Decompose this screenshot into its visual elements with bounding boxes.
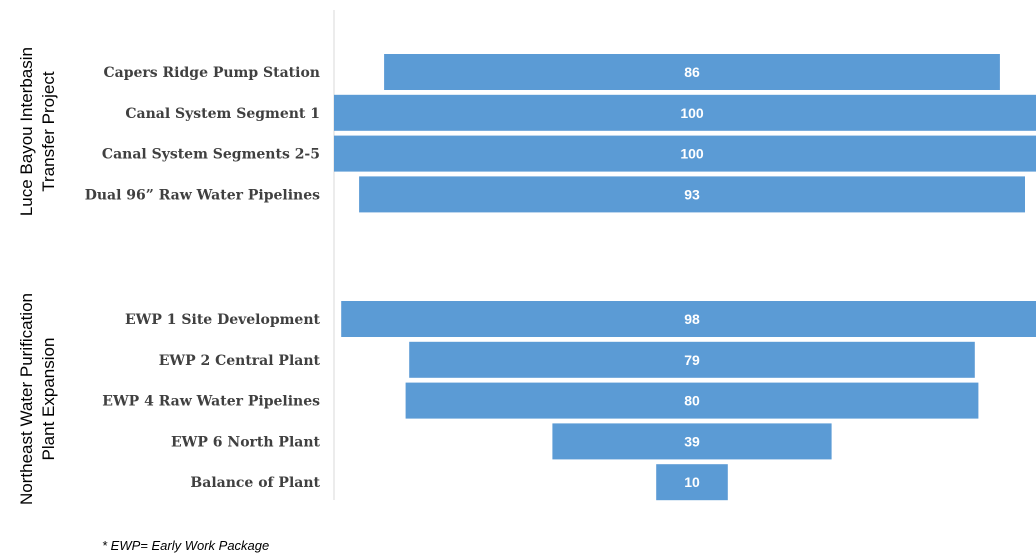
group-label-line: Transfer Project xyxy=(39,71,58,192)
bar-value-label: 86 xyxy=(684,64,700,80)
footnote: * EWP= Early Work Package xyxy=(102,538,269,553)
category-label: Capers Ridge Pump Station xyxy=(104,65,321,81)
bar-1-0 xyxy=(341,301,1036,337)
category-label: EWP 6 North Plant xyxy=(171,434,321,450)
category-label: Balance of Plant xyxy=(190,475,320,491)
bar-0-3 xyxy=(359,176,1026,213)
bar-value-label: 39 xyxy=(684,433,700,449)
bars-layer xyxy=(334,54,1036,501)
bar-0-1 xyxy=(334,94,1036,131)
group-labels-layer: Luce Bayou Interbasin Transfer Project Nor… xyxy=(17,47,58,505)
bar-1-1 xyxy=(409,341,975,378)
bar-value-label: 93 xyxy=(684,186,700,202)
bar-value-label: 100 xyxy=(680,105,704,121)
group-label-1: Northeast Water Purification Plant Expans… xyxy=(17,293,58,505)
bar-1-3 xyxy=(552,423,832,460)
category-label: Dual 96” Raw Water Pipelines xyxy=(85,187,320,203)
bar-1-4 xyxy=(656,464,728,501)
group-label-line: Northeast Water Purification xyxy=(17,293,36,505)
category-label: Canal System Segment 1 xyxy=(125,106,320,122)
category-label: EWP 1 Site Development xyxy=(125,312,321,328)
labels-layer: 86 Capers Ridge Pump Station 100 Canal Syst… xyxy=(85,64,704,491)
bar-value-label: 10 xyxy=(684,474,700,490)
group-label-line: Luce Bayou Interbasin xyxy=(17,47,36,216)
bar-value-label: 80 xyxy=(684,393,700,409)
category-label: Canal System Segments 2-5 xyxy=(102,147,320,163)
group-label-line: Plant Expansion xyxy=(39,338,58,461)
bar-1-2 xyxy=(405,382,979,419)
category-label: EWP 4 Raw Water Pipelines xyxy=(102,394,320,410)
bar-0-2 xyxy=(334,135,1036,172)
bar-value-label: 79 xyxy=(684,352,700,368)
group-label-0: Luce Bayou Interbasin Transfer Project xyxy=(17,47,58,216)
category-label: EWP 2 Central Plant xyxy=(159,353,321,369)
bar-value-label: 98 xyxy=(684,311,700,327)
bar-value-label: 100 xyxy=(680,146,704,162)
bar-0-0 xyxy=(384,54,1000,90)
